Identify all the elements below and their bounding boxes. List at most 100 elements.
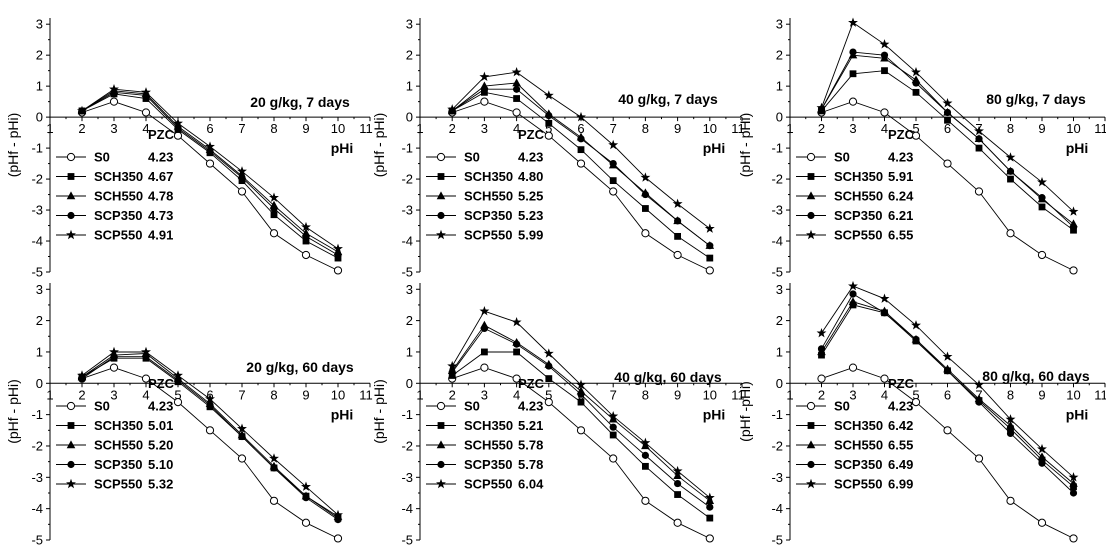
- legend-pzc-value: 4.23: [148, 150, 173, 165]
- legend-series-name: SCP550: [94, 228, 142, 243]
- legend-marker: [66, 440, 76, 449]
- data-point: [205, 141, 215, 151]
- legend-marker: [436, 401, 446, 411]
- data-point: [608, 411, 619, 421]
- x-tick-label: 6: [944, 121, 951, 136]
- data-point: [642, 462, 649, 470]
- data-point: [576, 159, 586, 168]
- data-point: [576, 426, 586, 435]
- data-point: [641, 451, 650, 459]
- data-point: [848, 97, 858, 106]
- data-point: [173, 131, 183, 140]
- legend-series-name: S0: [94, 399, 110, 414]
- y-axis-label: (pHf -pHi): [737, 381, 753, 442]
- legend-marker: [806, 152, 816, 162]
- data-point: [238, 173, 246, 182]
- legend-series-name: SCH550: [464, 438, 513, 453]
- data-point: [302, 494, 310, 502]
- legend-series-name: SCH550: [834, 438, 883, 453]
- y-tick-label: -4: [771, 234, 783, 249]
- data-point: [237, 187, 247, 196]
- legend-entry-SCH350: SCH350 5.21: [426, 418, 543, 433]
- data-point: [577, 390, 585, 398]
- data-point: [609, 187, 618, 196]
- legend-marker: [807, 211, 815, 220]
- data-point: [301, 221, 311, 232]
- x-tick-label: 2: [449, 121, 456, 136]
- data-point: [817, 345, 826, 353]
- x-axis-label: pHi: [703, 406, 726, 422]
- data-point: [911, 320, 921, 330]
- x-tick-label: 1: [46, 121, 53, 136]
- legend-marker: [66, 478, 76, 489]
- x-axis-label: pHi: [331, 140, 354, 156]
- x-tick-label: 8: [270, 387, 277, 402]
- y-tick-label: 2: [406, 48, 413, 63]
- data-point: [545, 362, 553, 370]
- y-tick-label: -2: [771, 172, 783, 187]
- data-point: [302, 232, 310, 240]
- data-point: [880, 374, 889, 383]
- data-point: [1037, 443, 1047, 454]
- data-point: [944, 116, 951, 124]
- x-tick-label: 10: [331, 387, 345, 402]
- y-axis-label: (pHf - pHi): [371, 379, 387, 444]
- data-point: [641, 441, 650, 450]
- data-point: [173, 118, 183, 128]
- data-point: [879, 293, 890, 303]
- data-point: [816, 102, 827, 113]
- x-tick-label: 7: [238, 121, 245, 136]
- legend-marker: [436, 152, 446, 162]
- data-point: [512, 374, 521, 383]
- data-point: [943, 108, 952, 117]
- legend-marker: [436, 440, 446, 449]
- x-tick-label: 5: [545, 121, 552, 136]
- legend-marker: [806, 229, 816, 240]
- legend-entry-SCP350: SCP350 6.21: [796, 208, 913, 223]
- data-point: [880, 51, 889, 59]
- y-tick-label: -5: [771, 533, 783, 546]
- legend-entry-SCP350: SCP350 5.10: [56, 457, 173, 472]
- y-tick-label: 3: [36, 282, 43, 297]
- data-point: [1038, 203, 1046, 211]
- data-point: [943, 159, 952, 168]
- legend-series-name: SCP350: [464, 208, 512, 223]
- data-point: [480, 85, 488, 93]
- data-point: [1069, 266, 1078, 275]
- y-tick-label: 0: [36, 376, 43, 391]
- data-point: [543, 90, 554, 100]
- x-axis-label: pHi: [1066, 406, 1089, 422]
- data-point: [1006, 429, 1015, 438]
- y-tick-label: -5: [31, 533, 43, 546]
- data-point: [511, 67, 522, 77]
- data-point: [943, 367, 952, 375]
- data-point: [1006, 167, 1015, 175]
- x-tick-label: 10: [1066, 387, 1080, 402]
- x-tick-label: 8: [642, 387, 649, 402]
- data-point: [881, 67, 888, 75]
- y-tick-label: 0: [406, 110, 413, 125]
- y-tick-label: 3: [36, 17, 43, 32]
- legend-pzc-value: 4.23: [518, 399, 543, 414]
- legend-entry-SCH550: SCH550 6.55: [796, 438, 913, 453]
- legend-marker: [436, 191, 446, 200]
- data-point: [848, 297, 858, 306]
- y-tick-label: 1: [36, 344, 43, 359]
- condition-annotation: 40 g/kg, 7 days: [618, 91, 718, 107]
- data-point: [1069, 534, 1078, 543]
- series-SCP550: [77, 84, 343, 253]
- data-point: [609, 177, 617, 185]
- data-point: [1006, 421, 1015, 429]
- legend-marker: [807, 460, 815, 469]
- legend-pzc-value: 5.23: [518, 208, 543, 223]
- legend-marker: [437, 422, 445, 429]
- data-point: [911, 131, 921, 140]
- y-tick-label: 3: [776, 282, 783, 297]
- legend-entry-SCP350: SCP350 5.78: [426, 457, 543, 472]
- condition-annotation: 80 g/kg, 60 days: [982, 368, 1090, 384]
- data-point: [942, 97, 953, 108]
- data-point: [911, 67, 921, 77]
- data-point: [173, 370, 183, 380]
